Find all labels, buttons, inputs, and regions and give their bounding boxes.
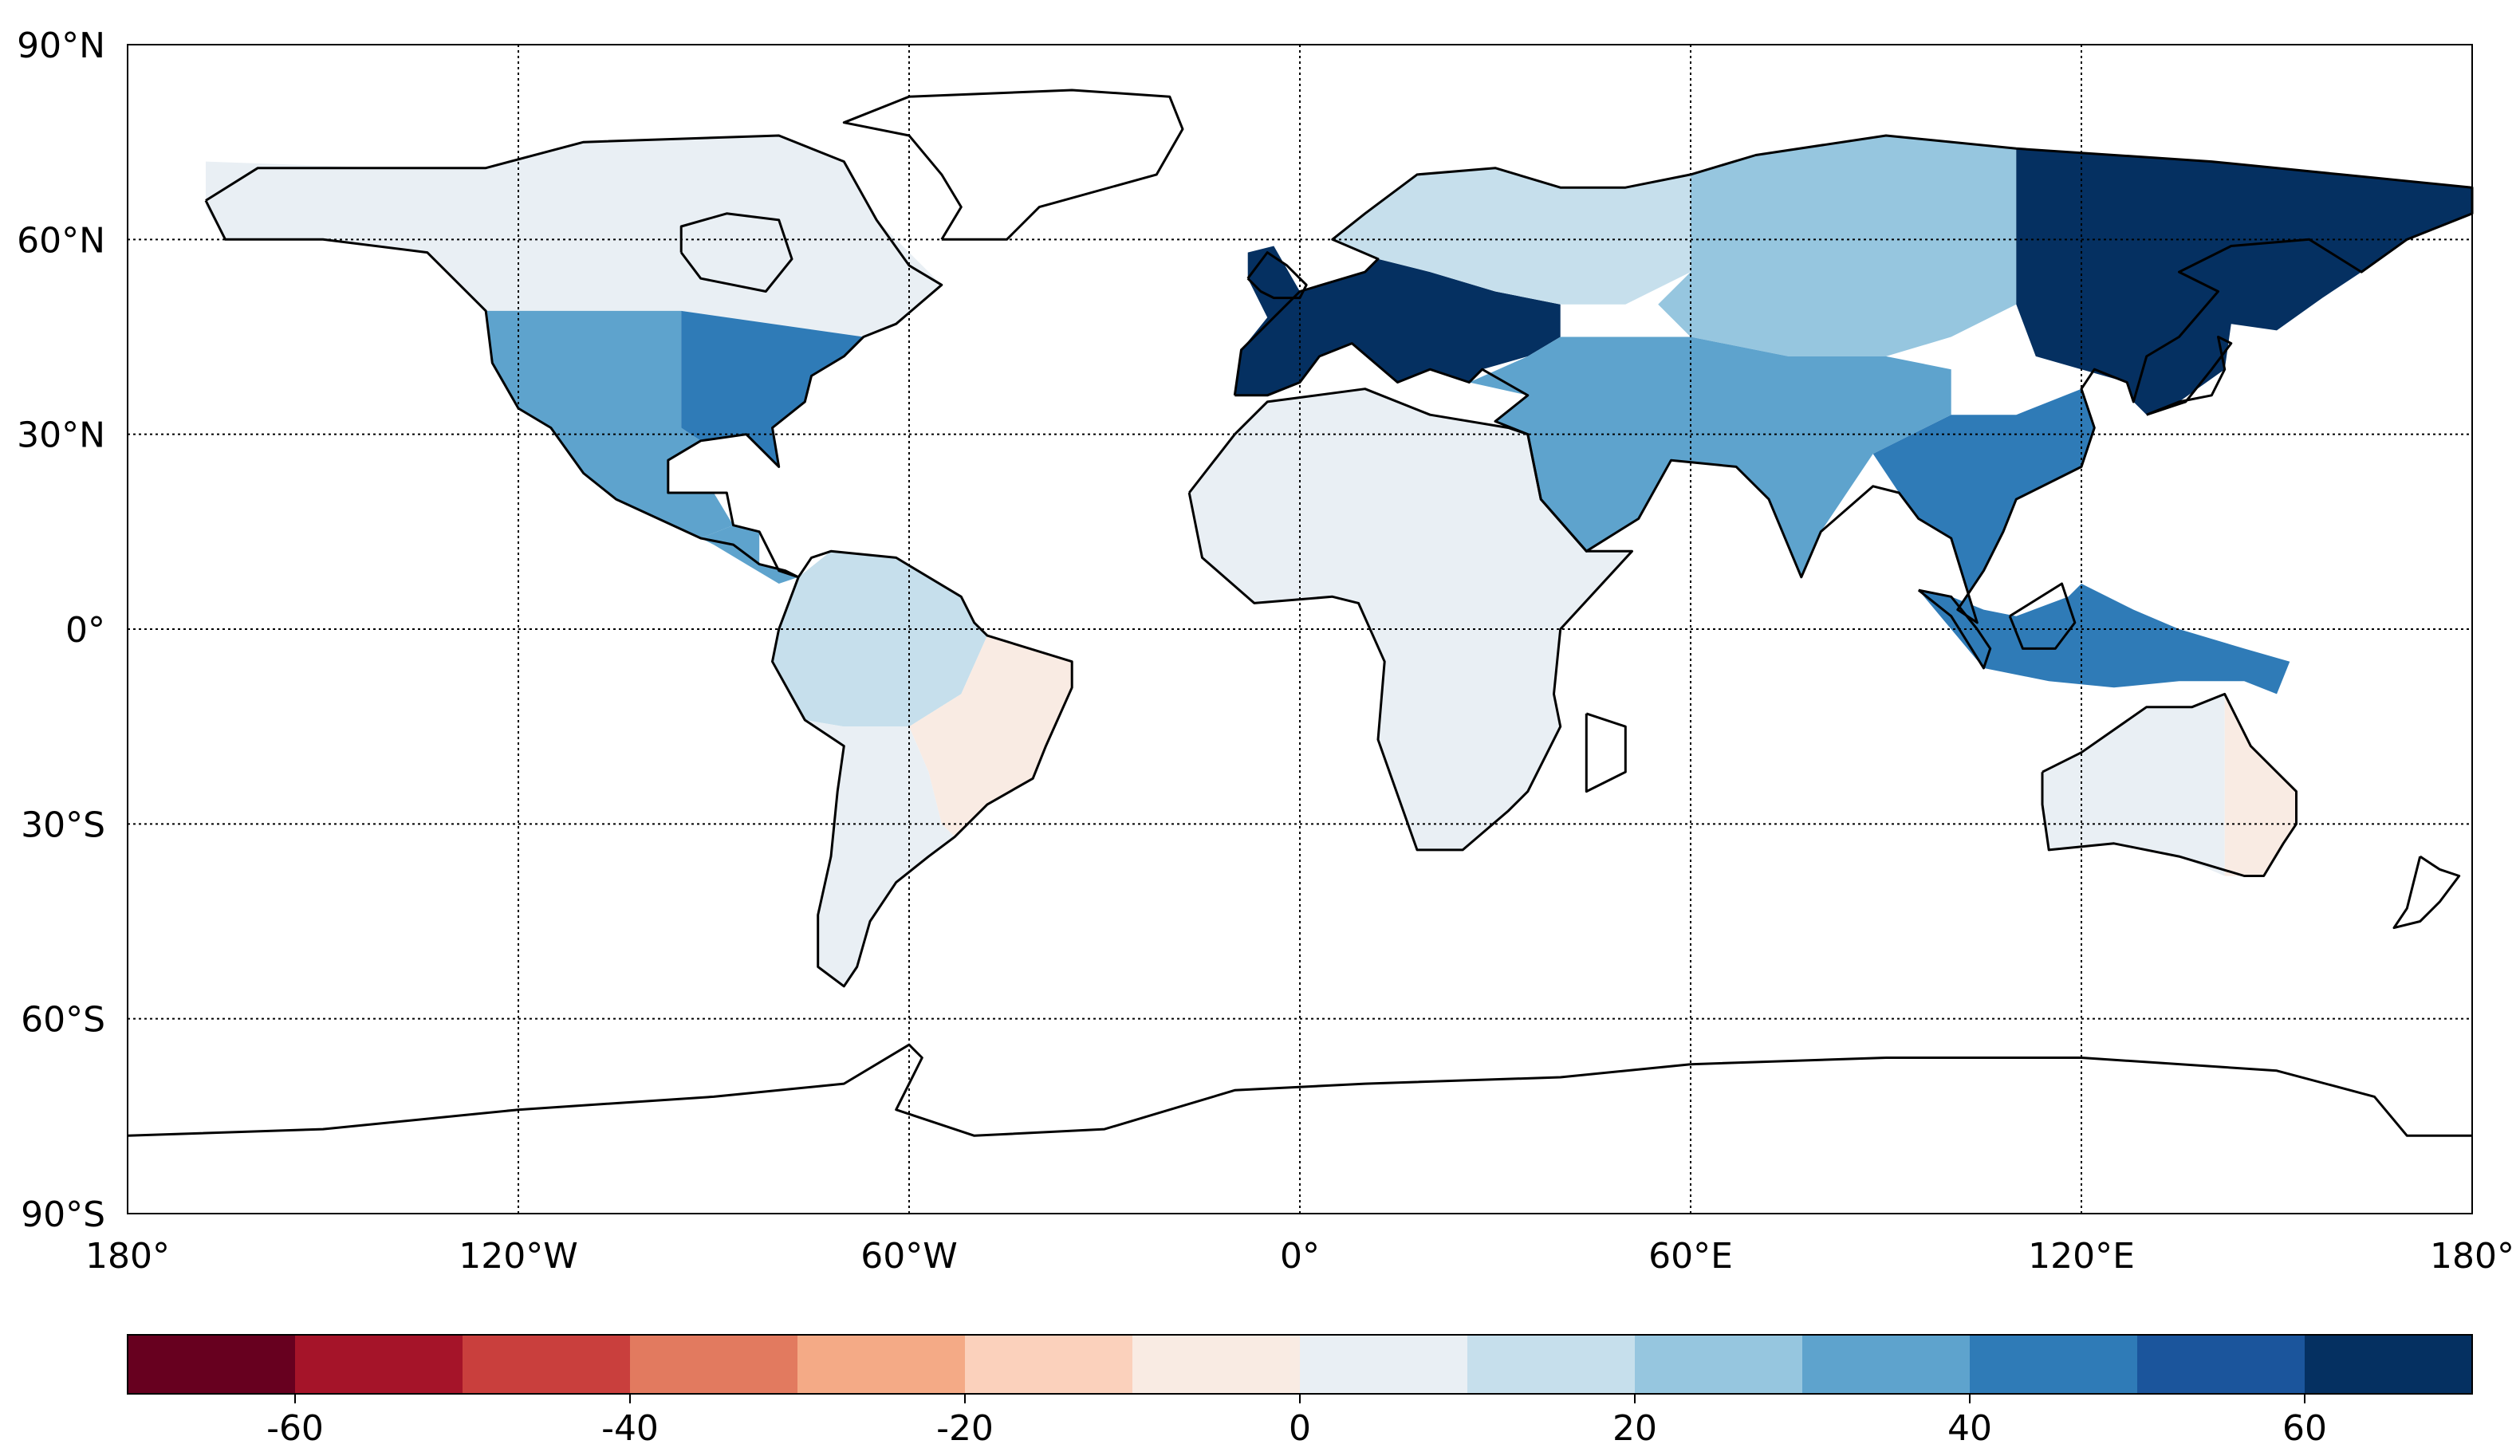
- coastlines: [127, 89, 2474, 1137]
- region-eastern-australia-new-zealand: [2224, 694, 2297, 876]
- coastline-path: [1187, 388, 1633, 852]
- coastline-path: [2392, 855, 2461, 930]
- colorbar-tick-label: 0: [1289, 1408, 1311, 1449]
- coastline-path: [205, 134, 943, 579]
- colorbar-swatch: [128, 1335, 296, 1394]
- region-western-usa-mexico: [486, 310, 734, 538]
- coastline-path: [2041, 692, 2298, 877]
- lat-tick-label: 0°: [65, 610, 105, 651]
- coastline-path: [679, 212, 793, 293]
- lon-tick-label: 60°E: [1648, 1236, 1733, 1277]
- region-southern-south-america: [805, 720, 955, 986]
- lon-tick-label: 0°: [1280, 1236, 1320, 1277]
- coastline-path: [1585, 712, 1627, 793]
- colorbar-tick-label: -20: [936, 1408, 994, 1449]
- lat-tick-label: 60°S: [21, 1000, 105, 1041]
- region-eastern-siberia-japan: [2016, 148, 2472, 415]
- colorbar-swatch: [965, 1335, 1133, 1394]
- region-northern-south-america: [772, 551, 987, 727]
- colorbar-swatch: [630, 1335, 798, 1394]
- colorbar-swatch: [2137, 1335, 2305, 1394]
- region-southeast-asia: [1872, 388, 2095, 623]
- lon-tick-label: 180°: [2430, 1236, 2514, 1277]
- data-regions: [206, 136, 2472, 986]
- colorbar-tick-label: 20: [1612, 1408, 1657, 1449]
- colorbar-swatch: [463, 1335, 631, 1394]
- region-western-europe: [1234, 246, 1561, 395]
- region-eastern-europe-scandinavia: [1332, 167, 1691, 305]
- colorbar-tick-label: -60: [266, 1408, 324, 1449]
- coastline-path: [127, 1043, 2472, 1137]
- colorbar-swatch: [1467, 1335, 1636, 1394]
- colorbar-swatch: [1132, 1335, 1301, 1394]
- gridlines: [128, 45, 2472, 1214]
- lat-tick-label: 60°N: [17, 220, 105, 261]
- lat-tick-label: 90°S: [21, 1194, 105, 1235]
- colorbar-swatch: [1802, 1335, 1971, 1394]
- coastline-path: [1246, 251, 1308, 300]
- colorbar-swatch: [1300, 1335, 1468, 1394]
- lon-tick-label: 60°W: [860, 1236, 958, 1277]
- region-eastern-usa: [681, 310, 864, 467]
- region-maritime-continent: [1918, 584, 2290, 695]
- region-northern-asia: [1658, 136, 2017, 356]
- coastline-path: [2008, 582, 2077, 650]
- region-eastern-brazil: [909, 636, 1073, 837]
- region-middle-east-south-asia: [1469, 336, 1951, 577]
- map-frame: [127, 44, 2473, 1214]
- colorbar-swatch: [2305, 1335, 2473, 1394]
- lat-tick-label: 90°N: [17, 26, 105, 66]
- lat-tick-label: 30°N: [17, 415, 105, 456]
- lon-tick-label: 120°W: [459, 1236, 578, 1277]
- lon-tick-label: 120°E: [2028, 1236, 2135, 1277]
- region-central-america: [700, 525, 799, 584]
- colorbar-tick-label: 60: [2282, 1408, 2327, 1449]
- colorbar-swatch: [295, 1335, 463, 1394]
- axis-labels: 180° 120°W 60°W 0° 60°E 120°E 180° 90°N 60°N 30°N…: [17, 26, 2514, 1277]
- region-canada-alaska: [206, 136, 942, 337]
- coastline-path: [204, 199, 1073, 988]
- coastline-path: [2146, 336, 2233, 416]
- colorbar-swatch: [1970, 1335, 2138, 1394]
- colorbar: -60 -40 -20 0 20 40 60: [127, 1334, 2473, 1449]
- lat-tick-label: 30°S: [21, 805, 105, 845]
- colorbar-tick-label: 40: [1947, 1408, 1992, 1449]
- colorbar-tick-label: -40: [601, 1408, 659, 1449]
- coastline-path: [842, 89, 1184, 241]
- coastline-path: [1233, 134, 2474, 624]
- region-western-australia: [2042, 694, 2225, 876]
- coastline-path: [1917, 588, 1992, 670]
- lon-tick-label: 180°: [85, 1236, 170, 1277]
- colorbar-swatch: [797, 1335, 966, 1394]
- colorbar-swatch: [1635, 1335, 1803, 1394]
